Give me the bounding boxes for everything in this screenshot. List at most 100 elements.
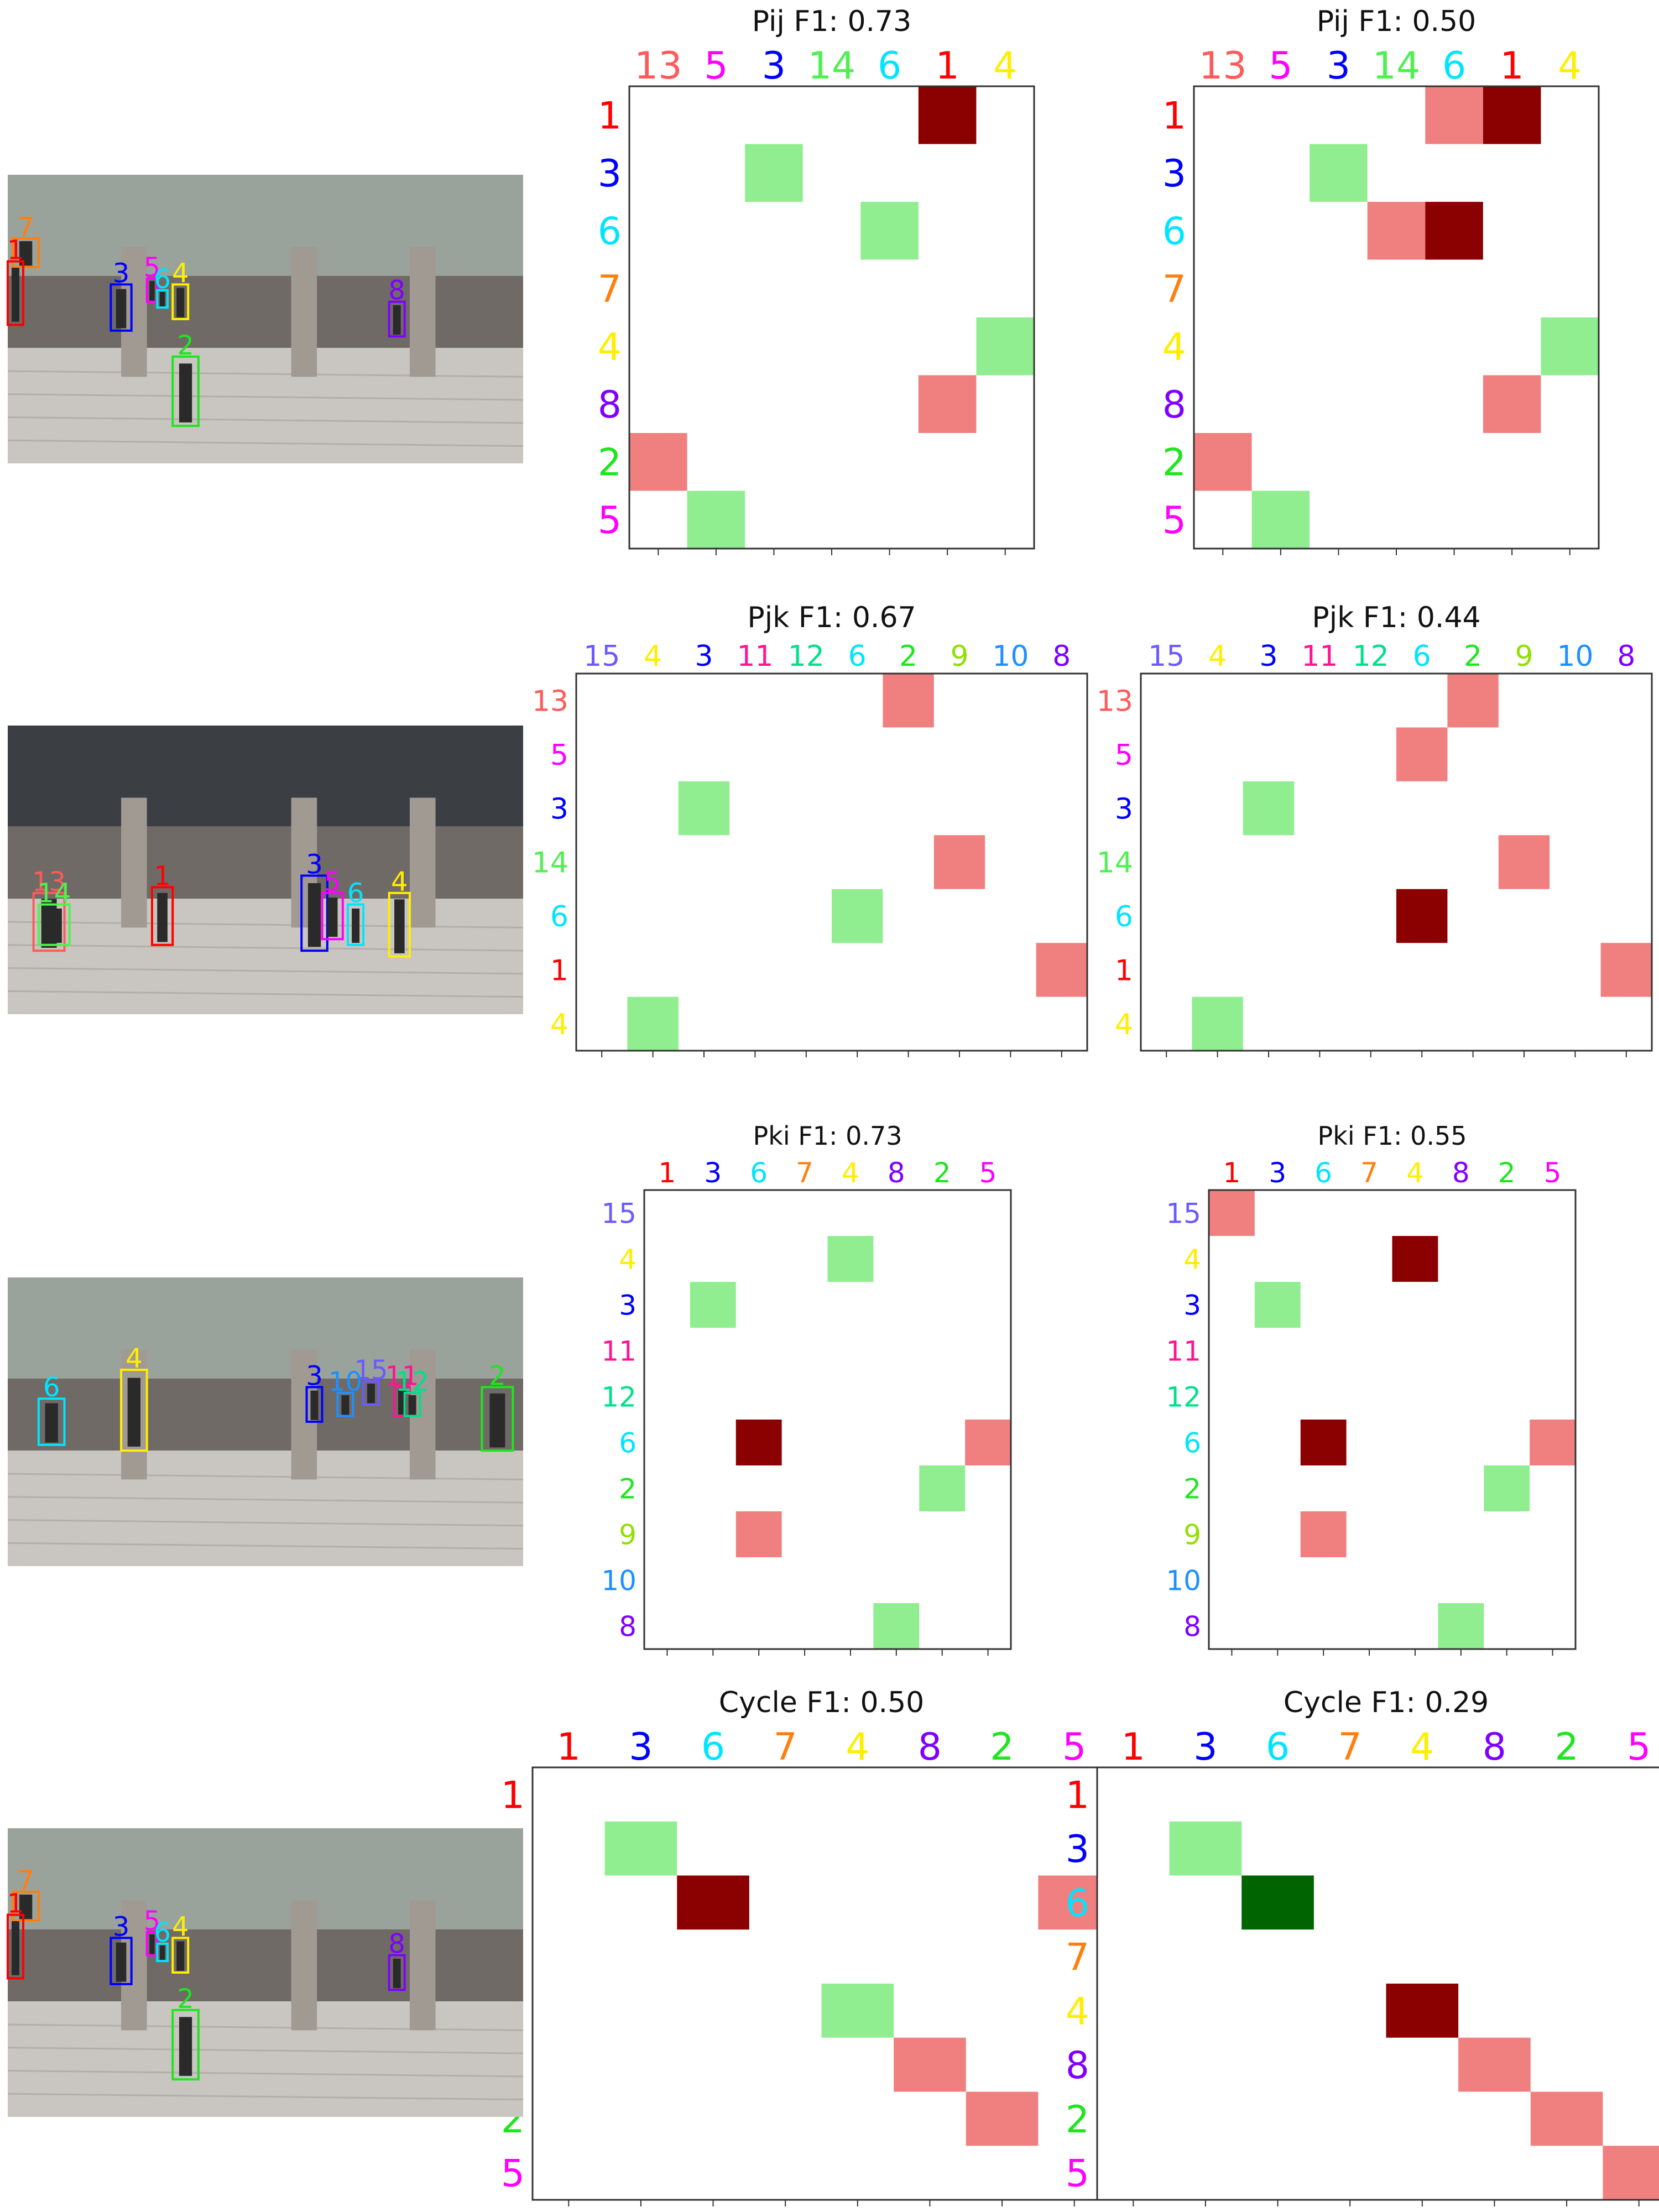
y-tick-label: 6 bbox=[1115, 900, 1133, 933]
y-tick-label: 11 bbox=[601, 1335, 637, 1368]
photo-floor bbox=[8, 348, 523, 463]
y-tick-label: 3 bbox=[598, 152, 622, 196]
matrix-cell bbox=[1484, 1465, 1530, 1511]
id-box-label: 4 bbox=[126, 1343, 143, 1374]
x-tick-label: 9 bbox=[950, 640, 968, 673]
x-tick-label: 6 bbox=[1413, 640, 1431, 673]
photo-floor-line bbox=[7, 416, 524, 424]
x-tick-label: 7 bbox=[774, 1725, 797, 1769]
id-box bbox=[362, 1380, 380, 1406]
person-silhouette bbox=[179, 363, 192, 422]
id-box bbox=[336, 1391, 354, 1417]
id-box bbox=[171, 283, 190, 320]
x-tick-label: 1 bbox=[1223, 1157, 1241, 1189]
y-tick-label: 6 bbox=[1183, 1427, 1201, 1459]
chart-title: Pki F1: 0.73 bbox=[753, 1121, 902, 1151]
y-tick-label: 4 bbox=[598, 326, 622, 369]
photo-storefronts bbox=[8, 1378, 523, 1451]
y-tick-label: 1 bbox=[550, 954, 568, 988]
y-tick-label: 7 bbox=[1162, 268, 1186, 311]
matrix-cell bbox=[919, 1465, 966, 1511]
chart-title: Pij F1: 0.50 bbox=[1317, 5, 1476, 38]
y-tick-label: 3 bbox=[1183, 1290, 1201, 1322]
photo-floor bbox=[8, 1451, 523, 1566]
person-silhouette bbox=[176, 288, 185, 317]
plot-frame bbox=[1140, 672, 1653, 1052]
photo-floor-line bbox=[7, 990, 524, 998]
id-box-label: 7 bbox=[17, 212, 34, 243]
y-tick-label: 1 bbox=[1115, 954, 1133, 988]
person-silhouette bbox=[352, 908, 360, 943]
scene-photo-1: 71 3 56 4 8 2 bbox=[7, 175, 524, 463]
person-silhouette bbox=[159, 1945, 165, 1960]
y-tick-label: 4 bbox=[1115, 1008, 1133, 1041]
chart-title: Pij F1: 0.73 bbox=[752, 5, 911, 38]
x-tick-label: 8 bbox=[1052, 640, 1071, 673]
matrix-cell bbox=[677, 1875, 749, 1930]
id-box bbox=[388, 300, 406, 338]
plot-frame bbox=[1096, 1766, 1659, 2201]
person-silhouette bbox=[341, 1395, 349, 1415]
y-tick-label: 15 bbox=[601, 1198, 637, 1230]
y-tick-label: 4 bbox=[1162, 326, 1186, 369]
x-tick-label: 4 bbox=[1208, 640, 1227, 673]
x-tick-label: 6 bbox=[701, 1725, 725, 1769]
matrix-cell bbox=[1300, 1511, 1347, 1557]
x-tick-label: 3 bbox=[1259, 640, 1277, 673]
y-tick-label: 5 bbox=[501, 2152, 525, 2196]
matrix-cell bbox=[1251, 491, 1310, 549]
id-box bbox=[109, 1937, 133, 1985]
photo-floor-line bbox=[7, 1496, 524, 1504]
x-tick-label: 4 bbox=[1558, 44, 1582, 88]
id-box bbox=[37, 1397, 66, 1446]
id-box-label: 1 bbox=[154, 860, 171, 891]
photo-floor-line bbox=[7, 921, 524, 928]
id-box bbox=[388, 891, 411, 958]
y-tick-label: 4 bbox=[1066, 1990, 1089, 2033]
y-tick-label: 6 bbox=[1066, 1882, 1089, 1926]
matrix-cell bbox=[1300, 1420, 1347, 1465]
y-tick-label: 4 bbox=[550, 1008, 568, 1041]
id-box-label: 11 bbox=[385, 1360, 419, 1391]
matrix-cell bbox=[883, 674, 934, 728]
id-box-label: 1 bbox=[7, 1888, 24, 1919]
matrix-cell bbox=[832, 889, 883, 943]
y-tick-label: 1 bbox=[598, 95, 622, 138]
matrix-cell bbox=[627, 997, 679, 1051]
x-tick-label: 12 bbox=[1353, 640, 1389, 673]
y-tick-label: 6 bbox=[1162, 210, 1186, 254]
photo-storefronts bbox=[8, 275, 523, 348]
id-box bbox=[32, 891, 66, 952]
y-tick-label: 1 bbox=[1066, 1773, 1089, 1817]
matrix-cell bbox=[894, 2037, 966, 2092]
id-box bbox=[156, 289, 169, 309]
person-silhouette bbox=[394, 899, 405, 953]
matrix-cell bbox=[1241, 1875, 1314, 1930]
person-silhouette bbox=[179, 2017, 192, 2076]
x-tick-label: 6 bbox=[878, 44, 901, 88]
chart-title: Pjk F1: 0.44 bbox=[1312, 601, 1480, 634]
y-tick-label: 3 bbox=[1115, 792, 1133, 826]
photo-floor-line bbox=[7, 1519, 524, 1527]
matrix-cell bbox=[1483, 86, 1541, 144]
y-tick-label: 14 bbox=[532, 847, 568, 880]
matrix-cell bbox=[1169, 1821, 1242, 1876]
x-tick-label: 3 bbox=[629, 1725, 653, 1769]
id-box-label: 12 bbox=[395, 1366, 429, 1397]
matrix-cell bbox=[1600, 943, 1652, 997]
id-box bbox=[481, 1386, 514, 1452]
x-tick-label: 15 bbox=[1148, 640, 1185, 673]
person-silhouette bbox=[46, 908, 62, 943]
y-tick-label: 2 bbox=[1162, 441, 1186, 485]
plot-area bbox=[1194, 86, 1599, 549]
matrix-cell bbox=[1483, 375, 1541, 433]
photo-pillar bbox=[409, 1900, 436, 2031]
y-tick-label: 8 bbox=[1066, 2044, 1089, 2088]
x-tick-label: 8 bbox=[918, 1725, 942, 1769]
x-tick-label: 7 bbox=[1360, 1157, 1378, 1189]
y-tick-label: 5 bbox=[1162, 499, 1186, 542]
id-box-label: 2 bbox=[177, 330, 194, 361]
id-box bbox=[7, 1913, 24, 1980]
